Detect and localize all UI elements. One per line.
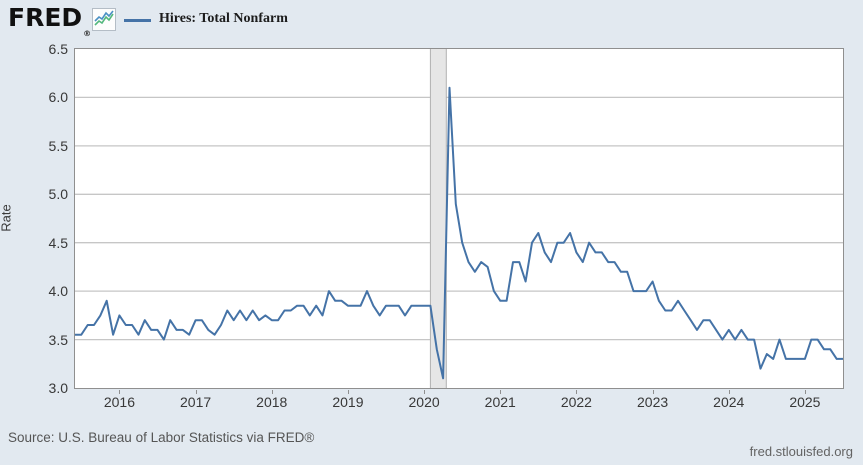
x-tick-mark [271, 390, 273, 394]
y-tick-label: 5.5 [48, 137, 68, 154]
fred-sparkline-icon [92, 8, 116, 31]
y-tick-label: 3.0 [48, 380, 68, 396]
x-tick-label: 2024 [713, 394, 745, 410]
y-tick-label: 4.0 [48, 283, 68, 300]
fred-logo: FRED® [8, 3, 91, 38]
x-tick-mark [804, 390, 806, 394]
x-tick-label: 2018 [256, 394, 288, 410]
chart-canvas [75, 49, 843, 388]
y-tick-label: 4.5 [48, 234, 68, 251]
registered-mark: ® [83, 29, 92, 38]
x-tick-label: 2017 [180, 394, 212, 410]
chart-title: Hires: Total Nonfarm [159, 11, 288, 26]
plot-area [74, 48, 844, 389]
fred-logo-text: FRED [8, 3, 83, 32]
site-url: fred.stlouisfed.org [749, 444, 853, 459]
recession-band [430, 49, 447, 388]
y-tick-label: 5.0 [48, 186, 68, 203]
x-tick-mark [576, 390, 578, 394]
x-tick-label: 2022 [560, 394, 592, 410]
legend-line-sample [124, 19, 151, 22]
y-axis-label: Rate [0, 204, 14, 232]
x-tick-label: 2019 [332, 394, 364, 410]
x-tick-label: 2023 [637, 394, 669, 410]
x-tick-mark [728, 390, 730, 394]
x-tick-label: 2021 [484, 394, 516, 410]
x-tick-mark [119, 390, 121, 394]
y-tick-label: 3.5 [48, 331, 68, 348]
x-tick-mark [424, 390, 426, 394]
x-tick-mark [347, 390, 349, 394]
y-tick-label: 6.0 [48, 89, 68, 106]
source-text: Source: U.S. Bureau of Labor Statistics … [8, 430, 315, 445]
x-tick-label: 2025 [789, 394, 821, 410]
x-tick-mark [195, 390, 197, 394]
x-tick-mark [652, 390, 654, 394]
y-tick-label: 6.5 [48, 41, 68, 57]
data-line [75, 86, 843, 380]
x-tick-label: 2016 [103, 394, 135, 410]
x-tick-label: 2020 [408, 394, 440, 410]
x-tick-mark [500, 390, 502, 394]
